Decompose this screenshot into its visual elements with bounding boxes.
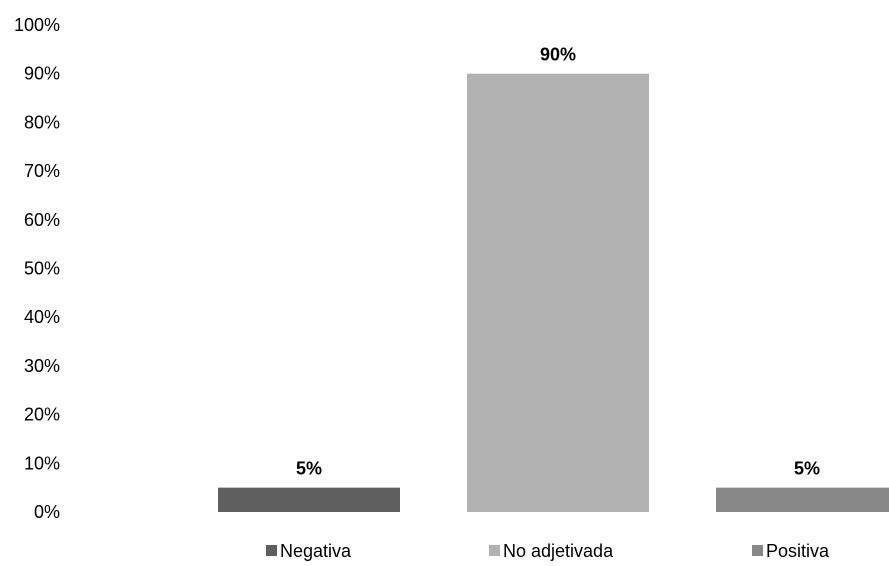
y-tick-label: 60%: [24, 210, 60, 230]
y-tick-label: 20%: [24, 405, 60, 425]
y-tick-label: 80%: [24, 112, 60, 132]
data-labels: 5% 90% 5%: [296, 45, 820, 479]
y-tick-label: 70%: [24, 161, 60, 181]
legend-swatch: [752, 545, 763, 556]
y-tick-label: 90%: [24, 64, 60, 84]
y-tick-label: 0%: [34, 502, 60, 522]
bar-negativa: [218, 487, 400, 512]
legend-swatch: [266, 545, 277, 556]
y-tick-label: 50%: [24, 259, 60, 279]
bars: [218, 73, 889, 512]
y-tick-label: 10%: [24, 453, 60, 473]
legend-label: No adjetivada: [503, 541, 614, 561]
y-tick-label: 40%: [24, 307, 60, 327]
data-label: 90%: [540, 45, 576, 65]
bar-no-adjetivada: [467, 73, 649, 512]
bar-positiva: [716, 487, 889, 512]
data-label: 5%: [794, 459, 820, 479]
legend-label: Positiva: [766, 541, 830, 561]
legend: Negativa No adjetivada Positiva: [266, 541, 830, 561]
data-label: 5%: [296, 459, 322, 479]
y-tick-label: 30%: [24, 356, 60, 376]
legend-label: Negativa: [280, 541, 352, 561]
y-axis-ticks: 0% 10% 20% 30% 40% 50% 60% 70% 80% 90% 100%: [14, 15, 60, 522]
legend-swatch: [489, 545, 500, 556]
y-tick-label: 100%: [14, 15, 60, 35]
